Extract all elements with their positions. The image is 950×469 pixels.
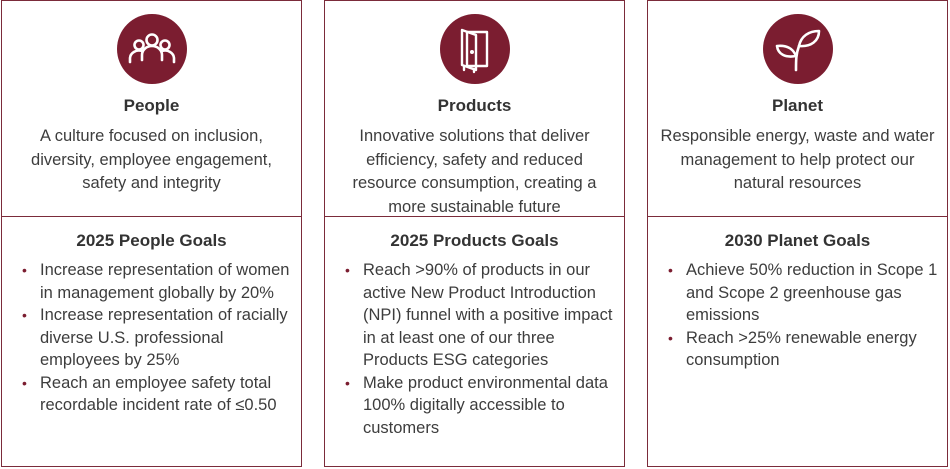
pillar-header: Products Innovative solutions that deliv… [325,1,624,217]
goals-list: • Achieve 50% reduction in Scope 1 and Sc… [648,259,948,372]
bullet-icon: • [22,307,27,323]
pillar-card-products: Products Innovative solutions that deliv… [324,0,625,467]
pillar-title: Planet [771,96,824,115]
pillar-title: Products [437,96,512,115]
goal-text: Increase representation of women in mana… [40,261,290,302]
list-item: • Achieve 50% reduction in Scope 1 and Sc… [648,259,948,327]
pillar-description: Innovative solutions that deliver effici… [352,127,597,216]
goal-text: Make product environmental data 100% dig… [363,373,608,437]
pillar-header: Planet Responsible energy, waste and wat… [648,1,947,217]
goal-text: Increase representation of racially dive… [40,306,288,369]
goals-list: • Increase representation of women in man… [2,259,302,417]
goal-text: Reach >25% renewable energy consumption [686,328,917,370]
bullet-icon: • [22,374,27,391]
list-item: • Reach >90% of products in our active Ne… [325,259,625,372]
list-item: • Increase representation of women in man… [2,259,302,304]
goals-title: 2025 People Goals [76,231,227,250]
list-item: • Increase representation of racially div… [2,304,302,372]
list-item: • Reach an employee safety total recordab… [2,372,302,417]
pillar-header: People A culture focused on inclusion, d… [2,1,301,217]
pillar-description: Responsible energy, waste and water mana… [660,127,935,192]
bullet-icon: • [345,374,350,391]
pillar-title: People [123,96,180,115]
list-item: • Reach >25% renewable energy consumption [648,327,948,372]
bullet-icon: • [22,262,27,278]
goals-title: 2030 Planet Goals [724,231,871,250]
pillar-description: A culture focused on inclusion, diversit… [31,127,272,192]
bullet-icon: • [668,262,673,278]
pillar-card-planet: Planet Responsible energy, waste and wat… [647,0,948,467]
list-item: • Make product environmental data 100% di… [325,372,625,440]
goals-list: • Reach >90% of products in our active Ne… [325,259,625,439]
bullet-icon: • [345,262,350,278]
goal-text: Achieve 50% reduction in Scope 1 and Sco… [686,261,938,324]
people-icon [116,14,187,84]
door-icon [439,14,510,84]
sprout-icon [762,14,833,84]
pillar-card-people: People A culture focused on inclusion, d… [1,0,302,467]
goals-title: 2025 Products Goals [390,231,559,250]
goal-text: Reach an employee safety total recordabl… [40,373,277,415]
bullet-icon: • [668,329,673,346]
goal-text: Reach >90% of products in our active New… [363,261,613,369]
